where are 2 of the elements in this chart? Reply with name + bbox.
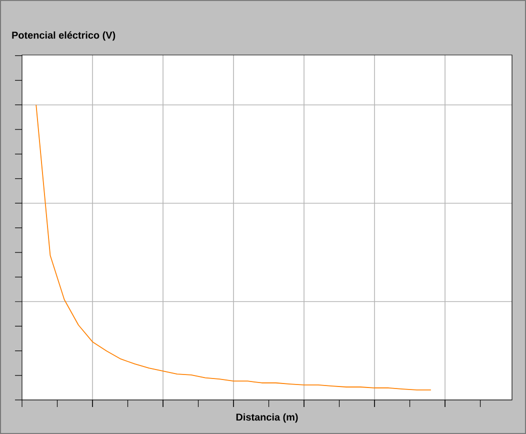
x-axis-title: Distancia (m)	[236, 413, 298, 423]
chart-title: Potencial eléctrico (V)	[12, 31, 116, 41]
